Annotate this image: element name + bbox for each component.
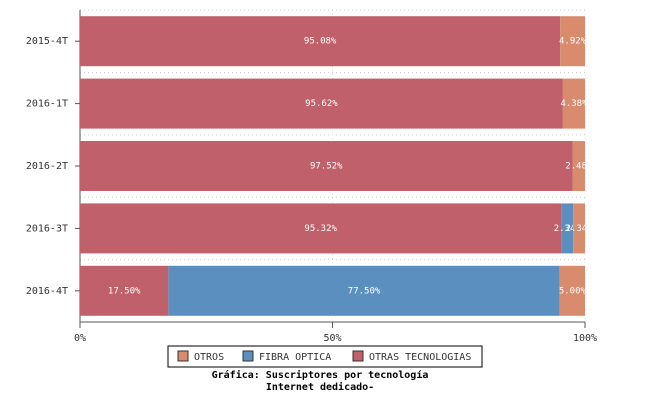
- data-label: 4.38%: [560, 99, 588, 109]
- data-label: 77.50%: [348, 286, 381, 296]
- legend-label: FIBRA OPTICA: [259, 352, 331, 363]
- bar-segment: [80, 141, 573, 191]
- bar-segment: [561, 203, 574, 254]
- legend-label: OTRAS TECNOLOGIAS: [369, 352, 471, 363]
- bar-segment: [80, 203, 562, 254]
- data-label: 2.34%: [566, 224, 594, 234]
- bar-segment: [572, 141, 585, 191]
- data-label: 2.48%: [565, 162, 593, 172]
- x-tick-label: 100%: [573, 333, 597, 344]
- bar-segment: [80, 265, 169, 316]
- data-label: 95.32%: [304, 224, 337, 234]
- data-label: 97.52%: [310, 162, 343, 172]
- bar-segment: [562, 78, 585, 129]
- bar-segment: [560, 16, 585, 67]
- data-label: 5.00%: [559, 286, 587, 296]
- data-label: 17.50%: [108, 286, 141, 296]
- bar-segment: [80, 16, 561, 67]
- data-label: 95.62%: [305, 99, 338, 109]
- bar-segment: [168, 265, 560, 316]
- legend-label: OTROS: [194, 352, 224, 363]
- data-label: 95.08%: [304, 37, 337, 47]
- x-tick-label: 50%: [323, 333, 341, 344]
- data-label: 2.34%: [554, 224, 582, 234]
- legend-swatch: [177, 350, 189, 362]
- bar-segment: [573, 203, 585, 254]
- y-tick-label: 2016-3T: [26, 223, 68, 234]
- y-tick-label: 2016-1T: [26, 99, 68, 110]
- legend-swatch: [242, 350, 254, 362]
- x-tick-label: 0%: [74, 333, 86, 344]
- bar-segment: [559, 265, 585, 316]
- data-label: 4.92%: [559, 37, 587, 47]
- y-tick-label: 2015-4T: [26, 36, 68, 47]
- legend-swatch: [352, 350, 364, 362]
- y-tick-label: 2016-2T: [26, 161, 68, 172]
- y-tick-label: 2016-4T: [26, 286, 68, 297]
- chart-subtitle: Internet dedicado-: [266, 381, 374, 393]
- bar-segment: [80, 78, 563, 129]
- chart-title: Gráfica: Suscriptores por tecnología: [212, 369, 429, 381]
